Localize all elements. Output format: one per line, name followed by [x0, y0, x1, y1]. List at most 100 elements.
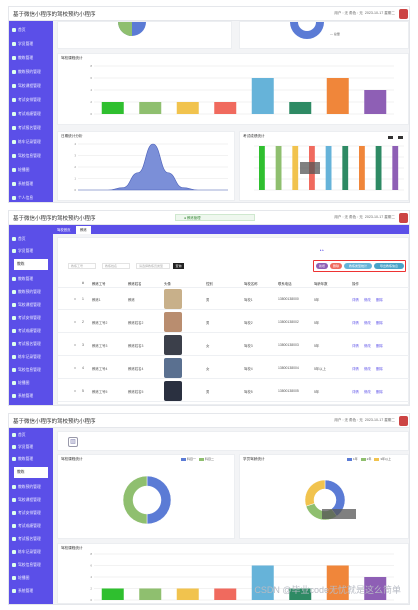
sidebar-item-school[interactable]: 驾校信息管理 [9, 151, 53, 162]
detail-link[interactable]: 详情 [352, 367, 359, 371]
sidebar-item-home[interactable]: 首页 [9, 430, 53, 441]
sidebar-item-coach-active[interactable]: 教练 [14, 259, 48, 270]
screenshot-dashboard-2: 基于微信小程序的驾校预约小程序 用户 : 无 角色 : 无 2023-10-17… [8, 413, 410, 605]
edit-link[interactable]: 修改 [364, 321, 371, 325]
row-checkbox[interactable]: □ [74, 389, 77, 393]
sidebar-item-label: 考试安排管理 [18, 316, 41, 320]
sidebar-item-signup[interactable]: 考试报名管理 [9, 339, 53, 350]
bar [275, 146, 282, 190]
add-button[interactable]: 新增 [316, 263, 328, 269]
sidebar-item-bookings[interactable]: 教练预约管理 [9, 67, 53, 78]
sidebar-item-coaches[interactable]: 教练管理 [9, 454, 53, 465]
row-checkbox[interactable]: □ [74, 320, 77, 324]
donut-slice [122, 475, 148, 525]
coach-name: 教练姓名5 [128, 390, 144, 394]
sidebar-item-system[interactable]: 系统管理 [9, 391, 53, 402]
search-button[interactable]: 查询 [173, 263, 184, 269]
row-checkbox[interactable]: □ [74, 297, 77, 301]
delete-link[interactable]: 删除 [376, 298, 383, 302]
sidebar-item-courses[interactable]: 驾校课程管理 [9, 495, 53, 506]
sidebar-item-students[interactable]: 学员管理 [9, 442, 53, 453]
delete-link[interactable]: 删除 [376, 321, 383, 325]
sidebar-item-carousel[interactable]: 轮播图 [9, 378, 53, 389]
legend-label: 3年以上 [380, 457, 392, 461]
detail-link[interactable]: 详情 [352, 321, 359, 325]
detail-link[interactable]: 详情 [352, 298, 359, 302]
avatar[interactable] [399, 416, 408, 426]
sidebar-item-scores[interactable]: 考试成绩管理 [9, 326, 53, 337]
sidebar-item-label: 轮播图 [18, 381, 30, 385]
table-row[interactable]: □ 2 教练工号2 教练姓名2 男 驾校2 13800138002 5年 详情 修改 删除 [58, 311, 409, 333]
detail-link[interactable]: 详情 [352, 344, 359, 348]
sidebar-item-students[interactable]: 学员管理 [9, 246, 53, 257]
sidebar-item-coach-active[interactable]: 教练 [14, 467, 48, 478]
bar [101, 102, 124, 114]
sidebar-item-bookings[interactable]: 教练预约管理 [9, 482, 53, 493]
legend-swatch [388, 136, 393, 139]
sidebar-item-home[interactable]: 首页 [9, 25, 53, 36]
table-row[interactable]: □ 4 教练工号4 教练姓名4 女 驾校4 13800138004 5年以上 详情 修改 删除 [58, 357, 409, 379]
sidebar-item-signup[interactable]: 考试报名管理 [9, 534, 53, 545]
course-bar-panel: 驾校课程统计 0 2 4 6 8 [57, 53, 409, 125]
row-checkbox[interactable]: □ [74, 343, 77, 347]
edit-link[interactable]: 修改 [364, 390, 371, 394]
avatar[interactable] [399, 213, 408, 223]
sidebar-item-courses[interactable]: 驾校课程管理 [9, 300, 53, 311]
sidebar-item-students[interactable]: 学员管理 [9, 39, 53, 50]
sidebar-item-practice[interactable]: 练车记录管理 [9, 352, 53, 363]
coach-school: 驾校2 [244, 321, 253, 325]
sidebar-item-system[interactable]: 系统管理 [9, 586, 53, 597]
sidebar-item-practice[interactable]: 练车记录管理 [9, 547, 53, 558]
sidebar-item-system[interactable]: 系统管理 [9, 179, 53, 190]
table-row[interactable]: □ 1 教练1 教练 男 驾校1 13800138000 5年 详情 修改 删除 [58, 288, 409, 310]
home-icon [12, 237, 16, 241]
sidebar-item-home[interactable]: 首页 [9, 234, 53, 245]
avatar[interactable] [399, 9, 408, 19]
delete-link[interactable]: 删除 [376, 390, 383, 394]
coach-avatar [164, 381, 182, 401]
table-row[interactable]: □ 3 教练工号3 教练姓名3 女 驾校3 13800138003 5年 详情 修改 删除 [58, 334, 409, 356]
edit-link[interactable]: 修改 [364, 298, 371, 302]
coach-type-stats-button[interactable]: 教练类型统计 [344, 263, 372, 269]
sidebar-item-exams[interactable]: 考试安排管理 [9, 95, 53, 106]
search-input-name[interactable]: 教练姓名 [102, 263, 130, 269]
search-select-type[interactable]: 请选择教练员类型 [136, 263, 170, 269]
sidebar-item-carousel[interactable]: 轮播图 [9, 573, 53, 584]
detail-link[interactable]: 详情 [352, 390, 359, 394]
app-title: 基于微信小程序的驾校预约小程序 [13, 216, 96, 222]
sidebar-item-practice[interactable]: 练车记录管理 [9, 137, 53, 148]
tab-coach[interactable]: 教练 [76, 226, 91, 234]
sidebar-item-coaches[interactable]: 教练管理 [9, 274, 53, 285]
sidebar-item-coaches[interactable]: 教练管理 [9, 53, 53, 64]
sidebar-item-profile[interactable]: 个人信息 [9, 193, 53, 202]
y-tick-label: 4 [90, 575, 92, 579]
tab-home[interactable]: 驾校首页 [57, 228, 71, 232]
sidebar-item-courses[interactable]: 驾校课程管理 [9, 81, 53, 92]
bar [364, 90, 387, 114]
bar [251, 565, 274, 600]
gear-icon [12, 182, 16, 186]
edit-link[interactable]: 修改 [364, 344, 371, 348]
coach-name: 教练姓名4 [128, 367, 144, 371]
sidebar-item-signup[interactable]: 考试报名管理 [9, 123, 53, 134]
coach-phone: 13800138003 [278, 343, 299, 347]
legend-label: 科目一 [187, 457, 197, 461]
sidebar-item-scores[interactable]: 考试成绩管理 [9, 109, 53, 120]
delete-link[interactable]: 删除 [376, 367, 383, 371]
row-checkbox[interactable]: □ [74, 366, 77, 370]
search-input-id[interactable]: 教练工号 [68, 263, 96, 269]
sidebar-item-exams[interactable]: 考试安排管理 [9, 508, 53, 519]
delete-link[interactable]: 删除 [376, 344, 383, 348]
sidebar-item-school[interactable]: 驾校信息管理 [9, 365, 53, 376]
sidebar-item-exams[interactable]: 考试安排管理 [9, 313, 53, 324]
sidebar-item-carousel[interactable]: 轮播图 [9, 165, 53, 176]
sidebar-item-scores[interactable]: 考试成绩管理 [9, 521, 53, 532]
sidebar-item-school[interactable]: 驾校信息管理 [9, 560, 53, 571]
sidebar-item-bookings[interactable]: 教练预约管理 [9, 287, 53, 298]
sidebar-item-label: 考试安排管理 [18, 511, 41, 515]
edit-link[interactable]: 修改 [364, 367, 371, 371]
export-button[interactable]: 导出教练信息 [374, 263, 404, 269]
y-tick-label: 0 [90, 598, 92, 602]
table-row[interactable]: □ 5 教练工号5 教练姓名5 男 驾校5 13800138005 5年 详情 修改 删除 [58, 380, 409, 402]
delete-button[interactable]: 删除 [330, 263, 342, 269]
